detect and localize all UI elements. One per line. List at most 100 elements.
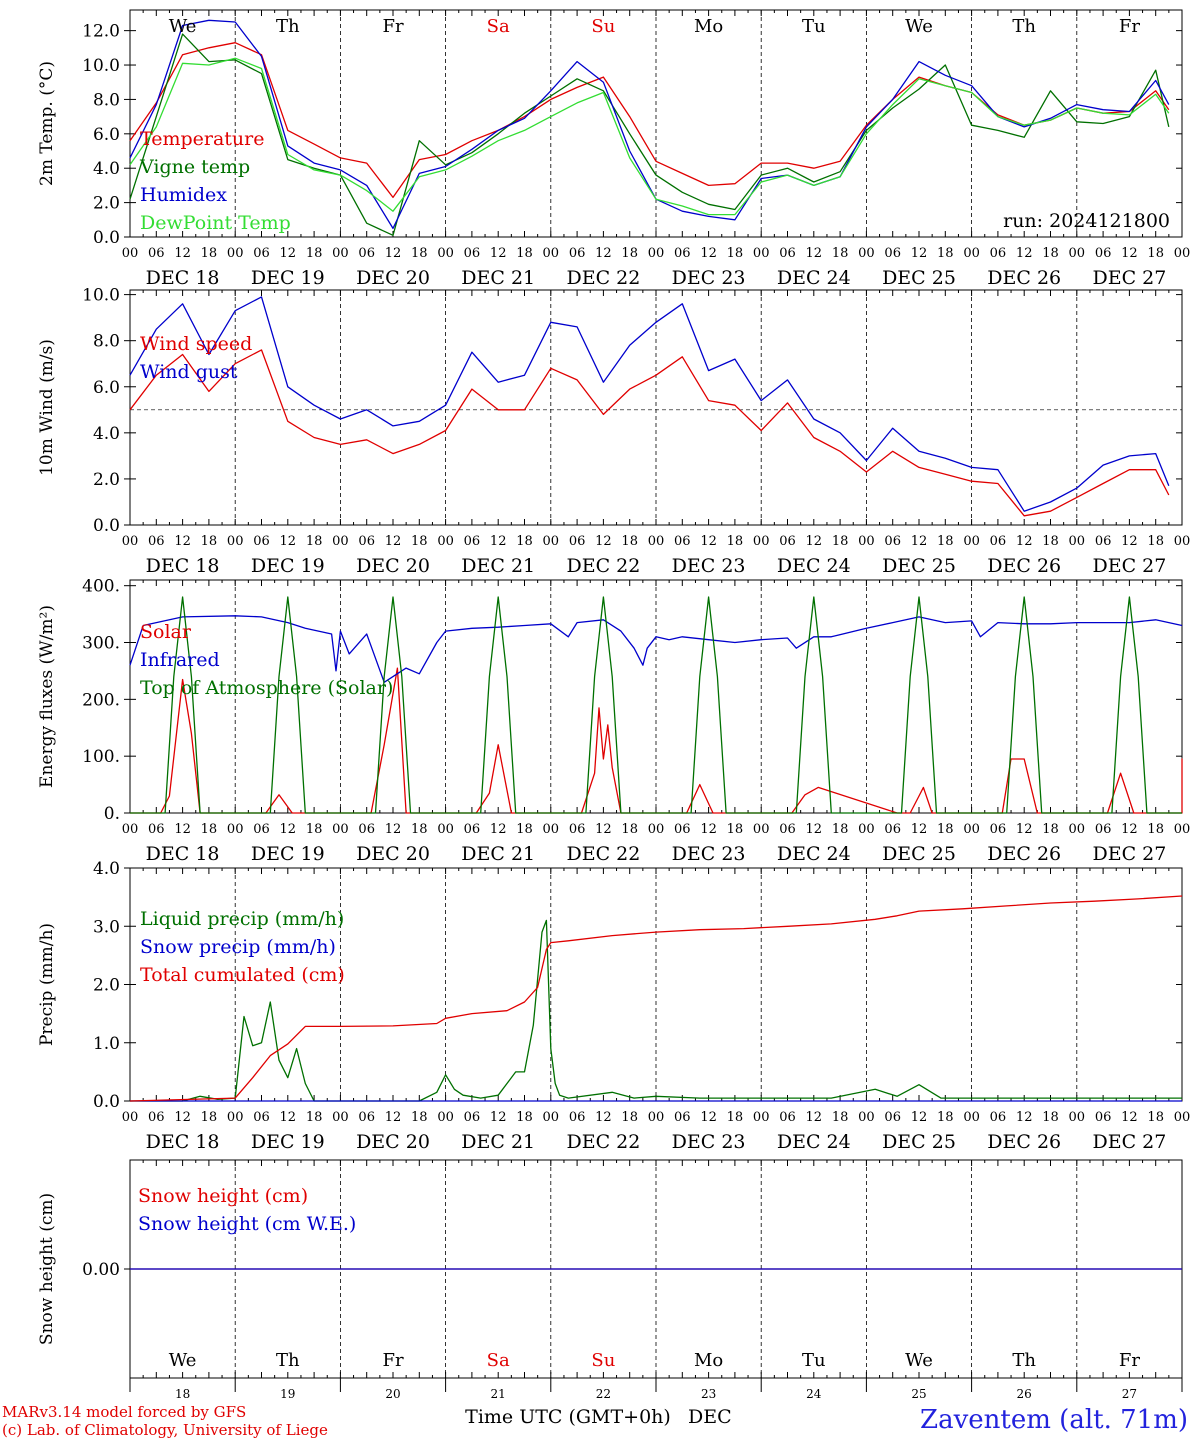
legend-entry: Snow precip (mm/h) (140, 936, 336, 958)
hour-tick-label: 12 (911, 246, 928, 261)
hour-tick-label: 06 (358, 1110, 375, 1125)
hour-tick-label: 12 (1016, 534, 1033, 549)
hour-tick-label: 06 (990, 534, 1007, 549)
legend-entry: Wind speed (140, 333, 252, 355)
hour-tick-label: 12 (280, 534, 297, 549)
hour-tick-label: 00 (858, 246, 875, 261)
series-line-0 (130, 919, 1182, 1102)
date-label: DEC 27 (1092, 555, 1166, 577)
date-label: DEC 23 (672, 1131, 746, 1153)
hour-tick-label: 06 (779, 246, 796, 261)
month-label: DEC (688, 1406, 732, 1428)
hour-tick-label: 18 (306, 1110, 323, 1125)
hour-tick-label: 06 (884, 1110, 901, 1125)
series-line-0 (129, 42, 1170, 199)
hour-tick-label: 00 (963, 246, 980, 261)
hour-tick-label: 12 (280, 822, 297, 837)
hour-tick-label: 00 (332, 822, 349, 837)
y-tick-label: 8.0 (93, 90, 120, 110)
hour-tick-label: 12 (911, 822, 928, 837)
hour-tick-label: 18 (937, 1110, 954, 1125)
weekday-label: Tu (802, 16, 826, 37)
date-label: DEC 23 (672, 843, 746, 865)
weekday-label: Fr (382, 16, 403, 37)
series-line-1 (129, 296, 1170, 512)
hour-tick-label: 00 (122, 1110, 139, 1125)
weekday-label: Mo (694, 1350, 723, 1371)
hour-tick-label: 06 (253, 534, 270, 549)
hour-tick-label: 06 (464, 246, 481, 261)
y-tick-label: 1.0 (93, 1034, 120, 1054)
y-tick-label: 10.0 (82, 286, 120, 306)
hour-tick-label: 00 (963, 822, 980, 837)
hour-tick-label: 12 (911, 1110, 928, 1125)
legend-entry: Wind gust (140, 361, 238, 383)
date-label: DEC 20 (356, 843, 430, 865)
hour-tick-label: 06 (674, 1110, 691, 1125)
hour-tick-label: 00 (227, 534, 244, 549)
legend-entry: Snow height (cm W.E.) (138, 1213, 356, 1235)
hour-tick-label: 00 (858, 822, 875, 837)
hour-tick-label: 18 (201, 822, 218, 837)
hour-tick-label: 12 (1016, 1110, 1033, 1125)
hour-tick-label: 00 (332, 534, 349, 549)
hour-tick-label: 18 (306, 246, 323, 261)
hour-tick-label: 12 (700, 534, 717, 549)
y-tick-label: 0.0 (93, 228, 120, 248)
hour-tick-label: 18 (621, 822, 638, 837)
hour-tick-label: 12 (280, 246, 297, 261)
hour-tick-label: 06 (884, 822, 901, 837)
legend-entry: Humidex (140, 184, 227, 206)
hour-tick-label: 06 (674, 534, 691, 549)
date-label: DEC 19 (251, 843, 325, 865)
hour-tick-label: 12 (1121, 1110, 1138, 1125)
hour-tick-label-end: 00 (1174, 1110, 1191, 1125)
hour-tick-label: 18 (1147, 822, 1164, 837)
date-label: DEC 25 (882, 267, 956, 289)
hour-tick-label: 12 (1016, 822, 1033, 837)
hour-tick-label: 18 (727, 534, 744, 549)
y-tick-label: 0. (104, 804, 120, 824)
hour-tick-label: 18 (516, 1110, 533, 1125)
hour-tick-label: 06 (148, 246, 165, 261)
hour-tick-label: 06 (358, 246, 375, 261)
day-number: 18 (175, 1387, 190, 1401)
hour-tick-label: 18 (832, 1110, 849, 1125)
hour-tick-label: 12 (595, 822, 612, 837)
hour-tick-label: 18 (1147, 534, 1164, 549)
legend-entry: Solar (140, 621, 192, 643)
legend-entry: Snow height (cm) (138, 1185, 308, 1207)
hour-tick-label: 18 (201, 246, 218, 261)
hour-tick-label: 00 (648, 534, 665, 549)
hour-tick-label: 06 (358, 822, 375, 837)
hour-tick-label: 12 (490, 534, 507, 549)
hour-tick-label: 06 (464, 534, 481, 549)
weekday-label: Sa (487, 16, 510, 37)
date-label: DEC 23 (672, 267, 746, 289)
hour-tick-label: 12 (174, 246, 191, 261)
hour-tick-label: 12 (280, 1110, 297, 1125)
hour-tick-label: 00 (753, 246, 770, 261)
y-tick-label: 4.0 (93, 859, 120, 879)
hour-tick-label: 00 (227, 1110, 244, 1125)
hour-tick-label: 00 (332, 1110, 349, 1125)
hour-tick-label: 12 (1121, 822, 1138, 837)
hour-tick-label: 00 (227, 246, 244, 261)
hour-tick-label: 00 (963, 534, 980, 549)
hour-tick-label: 12 (490, 822, 507, 837)
hour-tick-label: 12 (385, 246, 402, 261)
hour-tick-label: 12 (911, 534, 928, 549)
weekday-label: We (169, 16, 197, 37)
hour-tick-label: 12 (174, 1110, 191, 1125)
date-label: DEC 19 (251, 1131, 325, 1153)
hour-tick-label: 06 (779, 534, 796, 549)
date-label: DEC 20 (356, 555, 430, 577)
y-axis-label: 2m Temp. (°C) (37, 61, 57, 186)
weekday-label: Th (276, 1350, 300, 1371)
hour-tick-label: 18 (621, 246, 638, 261)
y-tick-label: 100. (82, 747, 120, 767)
hour-tick-label: 06 (148, 534, 165, 549)
hour-tick-label: 00 (543, 1110, 560, 1125)
hour-tick-label: 06 (884, 534, 901, 549)
